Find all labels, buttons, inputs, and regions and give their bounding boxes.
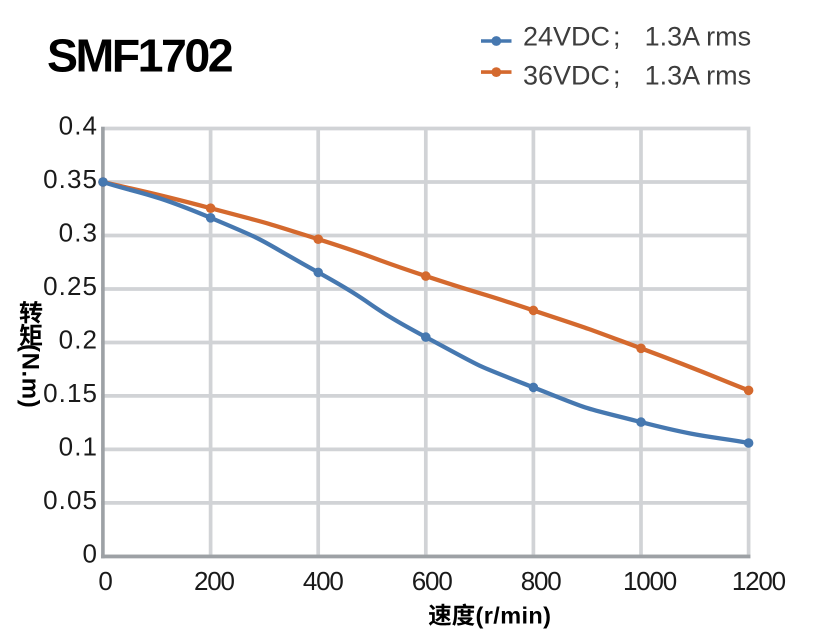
svg-text:SMF1702: SMF1702 [47,30,232,82]
svg-text:800: 800 [521,566,562,596]
svg-text:0: 0 [83,539,99,569]
svg-text:200: 200 [194,566,235,596]
svg-text:1000: 1000 [623,566,677,596]
svg-text:0.4: 0.4 [59,111,98,141]
svg-text:0.25: 0.25 [43,271,98,301]
svg-text:0.3: 0.3 [59,218,98,248]
svg-text:600: 600 [412,566,453,596]
svg-text:400: 400 [303,566,344,596]
svg-text:0.15: 0.15 [43,378,98,408]
svg-text:(r/min): (r/min) [476,603,552,629]
svg-text:0.2: 0.2 [59,325,98,355]
svg-text:0.1: 0.1 [59,432,98,462]
svg-text:0: 0 [98,566,112,596]
svg-text:0.05: 0.05 [43,485,98,515]
svg-text:0.35: 0.35 [43,164,98,194]
svg-text:(N.m): (N.m) [17,344,44,408]
svg-text:1200: 1200 [732,566,786,596]
